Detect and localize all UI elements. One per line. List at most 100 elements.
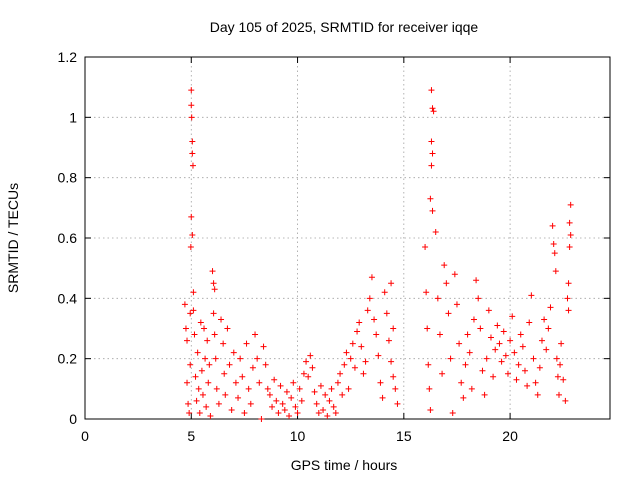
y-tick-label: 0.6 (58, 230, 78, 246)
data-point (199, 391, 206, 398)
data-point (303, 358, 310, 365)
data-point (538, 337, 545, 344)
data-point (209, 268, 216, 275)
data-point (368, 274, 375, 281)
data-point (375, 352, 382, 359)
data-point (362, 358, 369, 365)
data-point (290, 379, 297, 386)
data-point (545, 325, 552, 332)
data-point (427, 195, 434, 202)
data-point (560, 376, 567, 383)
data-point (515, 361, 522, 368)
data-point (185, 400, 192, 407)
data-point (530, 355, 537, 362)
data-point (513, 376, 520, 383)
data-point (423, 289, 430, 296)
data-point (425, 361, 432, 368)
data-point (187, 361, 194, 368)
data-point (235, 394, 242, 401)
data-point (232, 379, 239, 386)
data-point (215, 400, 222, 407)
data-point (211, 331, 218, 338)
data-point (194, 349, 201, 356)
data-point (254, 355, 261, 362)
data-point (181, 301, 188, 308)
data-point (552, 268, 559, 275)
data-point (273, 397, 280, 404)
data-point (228, 406, 235, 413)
x-tick-label: 0 (81, 428, 89, 444)
data-point (351, 364, 358, 371)
data-point (557, 361, 564, 368)
data-point (210, 280, 217, 287)
y-tick-label: 1 (69, 109, 77, 125)
data-point (371, 316, 378, 323)
data-point (485, 307, 492, 314)
data-point (487, 334, 494, 341)
data-point (502, 352, 509, 359)
data-point (468, 385, 475, 392)
data-point (249, 364, 256, 371)
data-point (356, 319, 363, 326)
x-tick-label: 20 (502, 428, 518, 444)
data-point (490, 373, 497, 380)
grid (85, 57, 610, 419)
data-point (187, 244, 194, 251)
data-points (181, 87, 574, 422)
data-point (345, 385, 352, 392)
data-point (322, 391, 329, 398)
data-point (377, 379, 384, 386)
data-point (483, 355, 490, 362)
data-point (458, 379, 465, 386)
data-point (426, 385, 433, 392)
data-point (206, 361, 213, 368)
data-point (441, 262, 448, 269)
data-point (317, 382, 324, 389)
data-point (197, 319, 204, 326)
data-point (212, 355, 219, 362)
data-point (456, 340, 463, 347)
data-point (226, 361, 233, 368)
data-point (388, 358, 395, 365)
data-point (555, 391, 562, 398)
data-point (264, 385, 271, 392)
data-point (324, 412, 331, 419)
data-point (517, 331, 524, 338)
data-point (201, 325, 208, 332)
data-point (439, 370, 446, 377)
data-point (286, 412, 293, 419)
data-point (337, 370, 344, 377)
data-point (373, 331, 380, 338)
data-point (243, 340, 250, 347)
x-axis: 0 5 10 15 20 (81, 57, 518, 444)
data-point (519, 343, 526, 350)
data-point (475, 295, 482, 302)
data-point (453, 301, 460, 308)
data-point (347, 355, 354, 362)
data-point (360, 370, 367, 377)
data-point (311, 388, 318, 395)
data-point (300, 370, 307, 377)
data-point (390, 373, 397, 380)
data-point (428, 138, 435, 145)
data-point (366, 295, 373, 302)
data-point (252, 331, 259, 338)
plot-frame (84, 56, 611, 420)
y-tick-label: 0.8 (58, 170, 78, 186)
y-tick-label: 0 (69, 411, 77, 427)
data-point (364, 307, 371, 314)
data-point (429, 105, 436, 112)
data-point (422, 244, 429, 251)
data-point (283, 388, 290, 395)
data-point (220, 340, 227, 347)
data-point (205, 379, 212, 386)
x-tick-label: 5 (187, 428, 195, 444)
data-point (553, 355, 560, 362)
data-point (198, 367, 205, 374)
data-point (258, 416, 265, 422)
data-point (309, 364, 316, 371)
data-point (445, 310, 452, 317)
data-point (504, 370, 511, 377)
data-point (182, 325, 189, 332)
